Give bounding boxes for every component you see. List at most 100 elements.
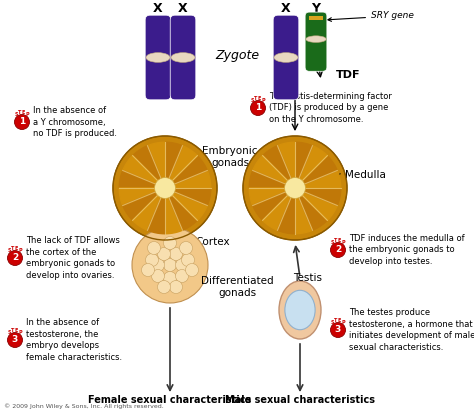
Polygon shape [165,146,197,188]
Text: S: S [14,112,18,117]
Circle shape [164,258,176,272]
Text: Ovary: Ovary [146,260,178,270]
Circle shape [164,272,176,285]
Circle shape [182,254,194,267]
Circle shape [284,178,305,198]
Text: Female sexual characteristics: Female sexual characteristics [88,395,252,405]
Ellipse shape [274,53,298,63]
Polygon shape [253,188,295,220]
Text: P: P [342,240,345,245]
Text: X: X [178,2,188,16]
Text: 3: 3 [335,326,341,335]
Polygon shape [165,188,207,220]
Polygon shape [165,188,197,230]
Circle shape [15,115,29,130]
FancyBboxPatch shape [170,15,196,100]
Text: P: P [18,248,22,253]
Polygon shape [295,142,312,188]
Polygon shape [295,146,328,188]
Text: X: X [281,2,291,16]
Circle shape [113,136,217,240]
Ellipse shape [285,290,315,330]
Circle shape [170,247,182,261]
Circle shape [157,281,171,294]
Text: S: S [330,240,334,245]
Circle shape [164,236,176,249]
Polygon shape [277,142,295,188]
Circle shape [170,281,182,294]
Polygon shape [165,171,211,188]
Text: Testis: Testis [293,273,322,283]
Text: In the absence of
testosterone, the
embryo develops
female characteristics.: In the absence of testosterone, the embr… [26,318,122,362]
Bar [309,16,323,20]
FancyBboxPatch shape [273,15,299,100]
Circle shape [175,258,189,272]
Text: Male sexual characteristics: Male sexual characteristics [225,395,375,405]
Circle shape [8,333,22,348]
Polygon shape [263,188,295,230]
Ellipse shape [279,281,321,339]
Polygon shape [165,188,211,205]
Circle shape [155,178,175,198]
Polygon shape [253,156,295,188]
Circle shape [142,263,155,276]
Polygon shape [123,188,165,220]
Text: S: S [330,320,334,325]
Polygon shape [133,146,165,188]
Text: 2: 2 [12,254,18,263]
Polygon shape [295,188,328,230]
Circle shape [152,270,164,283]
Text: Cortex: Cortex [195,237,229,247]
Ellipse shape [306,36,326,43]
Text: T: T [18,110,21,115]
Text: S: S [7,248,10,253]
Text: Zygote: Zygote [215,49,259,61]
Text: Medulla: Medulla [345,170,386,180]
Polygon shape [249,171,295,188]
Polygon shape [295,188,312,234]
Text: TDF: TDF [336,70,361,80]
Polygon shape [249,188,295,205]
Text: P: P [18,330,22,335]
Polygon shape [165,156,207,188]
Text: P: P [262,98,265,103]
Text: T: T [11,246,14,251]
Text: T: T [11,328,14,333]
Text: The lack of TDF allows
the cortex of the
embryonic gonads to
develop into ovarie: The lack of TDF allows the cortex of the… [26,236,120,280]
FancyBboxPatch shape [145,15,171,100]
Circle shape [132,227,208,303]
Text: E: E [15,328,18,333]
Polygon shape [119,171,165,188]
Text: The testes produce
testosterone, a hormone that
initiates development of male
se: The testes produce testosterone, a hormo… [349,308,474,352]
Circle shape [146,254,158,267]
Text: Y: Y [311,2,320,16]
Text: 3: 3 [12,335,18,344]
Circle shape [175,270,189,283]
Text: S: S [7,330,10,335]
Circle shape [180,241,192,254]
Circle shape [250,101,265,115]
Text: 2: 2 [335,245,341,254]
Polygon shape [133,188,165,230]
Ellipse shape [171,53,195,63]
Polygon shape [295,171,341,188]
Polygon shape [147,188,165,234]
FancyBboxPatch shape [305,12,327,71]
Polygon shape [147,142,165,188]
Text: X: X [153,2,163,16]
Text: T: T [334,318,337,324]
Polygon shape [165,188,182,234]
Ellipse shape [146,53,170,63]
Text: E: E [338,238,341,243]
Circle shape [330,323,346,337]
Text: E: E [22,110,25,115]
Text: T: T [254,97,257,101]
Text: In the absence of
a Y chromosome,
no TDF is produced.: In the absence of a Y chromosome, no TDF… [33,106,117,138]
Polygon shape [119,188,165,205]
Text: E: E [15,246,18,251]
Text: S: S [250,98,254,103]
Polygon shape [277,188,295,234]
Text: P: P [26,112,29,117]
Text: © 2009 John Wiley & Sons, Inc. All rights reserved.: © 2009 John Wiley & Sons, Inc. All right… [4,403,164,409]
Text: Differentiated
gonads: Differentiated gonads [201,276,273,298]
